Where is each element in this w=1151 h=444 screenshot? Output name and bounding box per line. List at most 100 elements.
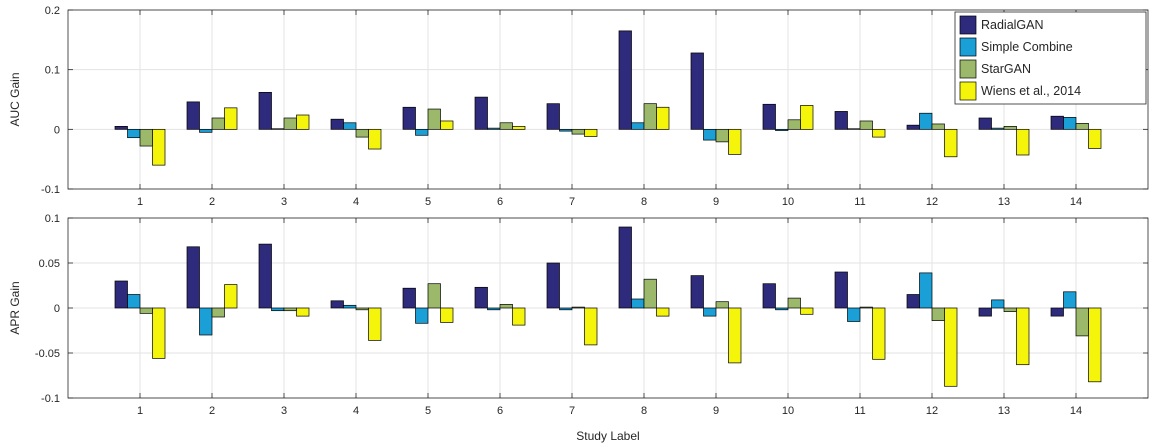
- y-tick-label: 0.1: [45, 213, 60, 225]
- bar-stargan-study-1: [139, 128, 153, 147]
- x-tick-label: 9: [713, 196, 719, 208]
- bar-wiens-et-al-2014-study-6: [512, 125, 526, 130]
- x-tick-label: 3: [281, 405, 287, 417]
- bar-wiens-et-al-2014-study-4: [368, 128, 382, 150]
- bar-wiens-et-al-2014-study-13: [1016, 307, 1030, 366]
- bar-simple-combine-study-10: [775, 307, 789, 311]
- bar-radialgan-study-8: [618, 30, 632, 130]
- bar-radialgan-study-7: [546, 262, 560, 309]
- bar-radialgan-study-3: [258, 243, 272, 309]
- x-tick-label: 8: [641, 405, 647, 417]
- bar-simple-combine-study-3: [271, 128, 285, 130]
- bar-stargan-study-3: [283, 117, 297, 130]
- bar-simple-combine-study-6: [487, 127, 501, 130]
- bar-stargan-study-12: [931, 123, 945, 130]
- axes-frame: [67, 9, 1149, 190]
- bar-radialgan-study-11: [834, 111, 848, 130]
- bar-radialgan-study-2: [186, 246, 200, 309]
- legend-label: RadialGAN: [981, 18, 1044, 32]
- bar-wiens-et-al-2014-study-3: [296, 114, 310, 130]
- bar-radialgan-study-10: [762, 283, 776, 309]
- bar-stargan-study-6: [499, 304, 513, 309]
- y-tick-label: 0.1: [45, 65, 60, 77]
- bar-radialgan-study-6: [474, 286, 488, 309]
- bar-simple-combine-study-6: [487, 307, 501, 311]
- bar-radialgan-study-2: [186, 101, 200, 130]
- bar-simple-combine-study-4: [343, 304, 357, 309]
- bar-stargan-study-12: [931, 307, 945, 321]
- x-axis-title: Study Label: [576, 429, 639, 443]
- bar-radialgan-study-8: [618, 226, 632, 309]
- bar-wiens-et-al-2014-study-3: [296, 307, 310, 317]
- x-tick-label: 3: [281, 196, 287, 208]
- bar-stargan-study-5: [427, 108, 441, 130]
- x-tick-label: 6: [497, 196, 503, 208]
- y-tick-label: -0.1: [41, 184, 60, 196]
- bar-stargan-study-5: [427, 283, 441, 309]
- y-tick-label: 0: [54, 303, 60, 315]
- bar-stargan-study-13: [1003, 125, 1017, 130]
- bar-wiens-et-al-2014-study-13: [1016, 128, 1030, 156]
- x-tick-label: 10: [782, 405, 794, 417]
- x-tick-label: 1: [137, 405, 143, 417]
- x-tick-label: 7: [569, 196, 575, 208]
- legend-swatch: [959, 15, 977, 35]
- bar-simple-combine-study-11: [847, 307, 861, 322]
- legend-label: Wiens et al., 2014: [981, 84, 1081, 98]
- bar-simple-combine-study-3: [271, 307, 285, 312]
- bar-simple-combine-study-10: [775, 128, 789, 131]
- bar-wiens-et-al-2014-study-14: [1088, 307, 1102, 383]
- bar-stargan-study-14: [1075, 123, 1089, 130]
- bar-radialgan-study-9: [690, 52, 704, 130]
- x-tick-label: 11: [854, 196, 865, 208]
- bar-radialgan-study-4: [330, 118, 344, 130]
- legend-swatch: [959, 37, 977, 57]
- bar-radialgan-study-1: [114, 280, 128, 309]
- bar-radialgan-study-6: [474, 96, 488, 130]
- bar-stargan-study-7: [571, 128, 585, 135]
- bar-simple-combine-study-1: [127, 128, 141, 139]
- x-tick-label: 6: [497, 405, 503, 417]
- bar-simple-combine-study-14: [1063, 117, 1077, 130]
- bar-stargan-study-14: [1075, 307, 1089, 337]
- bar-simple-combine-study-13: [991, 127, 1005, 130]
- legend-swatch: [959, 59, 977, 79]
- bar-wiens-et-al-2014-study-11: [872, 128, 886, 138]
- bar-stargan-study-10: [787, 297, 801, 309]
- bar-radialgan-study-5: [402, 287, 416, 309]
- bar-wiens-et-al-2014-study-2: [224, 284, 238, 309]
- legend: RadialGAN Simple Combine StarGAN Wiens et a…: [954, 11, 1147, 105]
- bar-simple-combine-study-5: [415, 128, 429, 136]
- x-tick-label: 12: [926, 405, 938, 417]
- bar-radialgan-study-3: [258, 91, 272, 130]
- bar-wiens-et-al-2014-study-7: [584, 307, 598, 346]
- bar-stargan-study-4: [355, 128, 369, 138]
- bar-wiens-et-al-2014-study-8: [656, 106, 670, 130]
- bar-simple-combine-study-4: [343, 122, 357, 130]
- bar-radialgan-study-13: [978, 307, 992, 317]
- x-tick-label: 9: [713, 405, 719, 417]
- y-tick-label: 0: [54, 124, 60, 136]
- bar-simple-combine-study-12: [919, 112, 933, 130]
- bar-simple-combine-study-8: [631, 298, 645, 309]
- bar-stargan-study-11: [859, 306, 873, 309]
- bar-wiens-et-al-2014-study-6: [512, 307, 526, 326]
- bar-simple-combine-study-12: [919, 272, 933, 309]
- bar-radialgan-study-10: [762, 103, 776, 130]
- bar-simple-combine-study-7: [559, 307, 573, 311]
- bar-stargan-study-9: [715, 301, 729, 309]
- bar-wiens-et-al-2014-study-5: [440, 307, 454, 323]
- bar-wiens-et-al-2014-study-9: [728, 307, 742, 364]
- bar-simple-combine-study-11: [847, 128, 861, 130]
- legend-label: StarGAN: [981, 62, 1031, 76]
- bar-simple-combine-study-1: [127, 294, 141, 309]
- bar-simple-combine-study-9: [703, 307, 717, 317]
- bar-stargan-study-8: [643, 103, 657, 130]
- bar-radialgan-study-12: [906, 124, 920, 130]
- x-tick-label: 2: [209, 196, 215, 208]
- bar-wiens-et-al-2014-study-2: [224, 107, 238, 130]
- bar-radialgan-study-7: [546, 103, 560, 130]
